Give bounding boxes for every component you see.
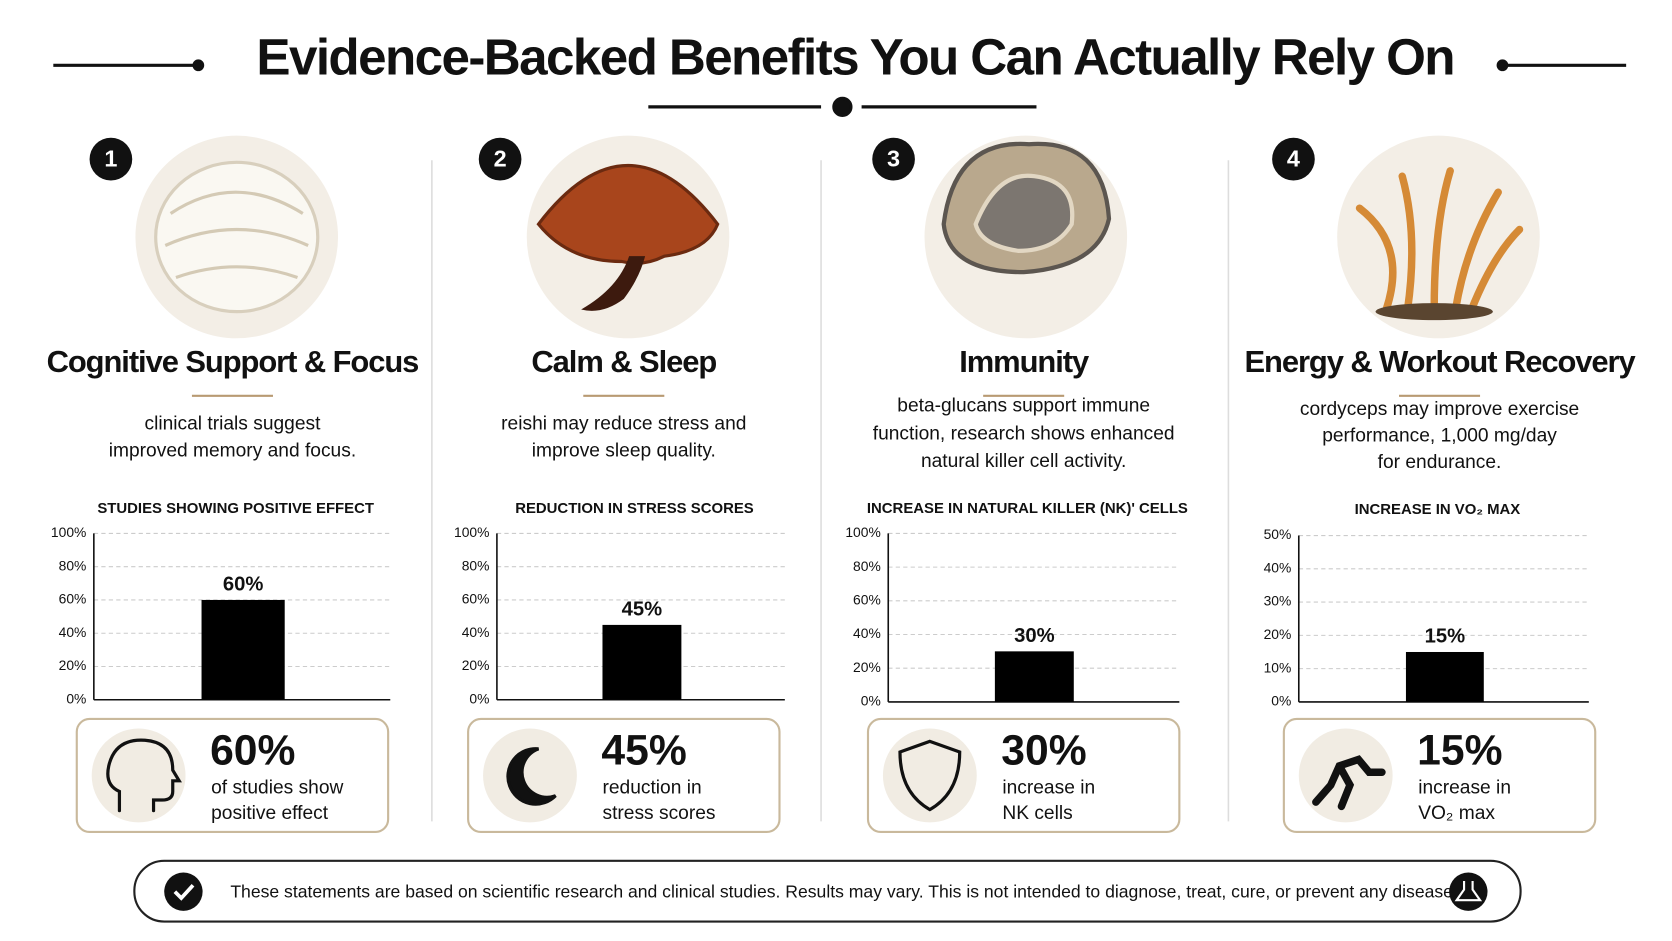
description-line: cordyceps may improve exercise — [1300, 399, 1579, 420]
y-tick-label: 80% — [462, 557, 490, 573]
bar — [201, 599, 285, 700]
step-number: 1 — [104, 145, 117, 171]
step-badge — [478, 137, 522, 181]
illustrations — [135, 135, 1540, 339]
step-number: 3 — [887, 145, 900, 171]
disclaimer-box — [133, 859, 1522, 923]
y-tick-label: 0% — [469, 690, 489, 706]
step-number: 4 — [1287, 145, 1300, 171]
stat-value: 60% — [210, 726, 295, 774]
stat-text: increase in — [1418, 777, 1511, 798]
stat-icon-glyph — [106, 738, 182, 813]
description-line: natural killer cell activity. — [921, 451, 1126, 472]
stat-text: reduction in — [602, 777, 701, 798]
step-badge — [1272, 137, 1315, 181]
stat-value: 30% — [1001, 726, 1086, 774]
y-tick-label: 20% — [462, 657, 490, 673]
chart-title: INCREASE IN NATURAL KILLER (NK)' CELLS — [867, 500, 1188, 517]
y-tick-label: 0% — [861, 693, 881, 709]
description-line: reishi may reduce stress and — [501, 414, 746, 435]
stat-text: VO₂ max — [1418, 803, 1495, 824]
stat-text: of studies show — [211, 777, 343, 798]
y-tick-label: 80% — [59, 557, 87, 573]
chart-title: INCREASE IN VO₂ MAX — [1355, 501, 1521, 518]
step-badge — [872, 137, 915, 181]
chart-title: REDUCTION IN STRESS SCORES — [515, 500, 754, 517]
description-line: performance, 1,000 mg/day — [1322, 425, 1557, 446]
y-tick-label: 100% — [845, 524, 880, 540]
description-line: clinical trials suggest — [144, 414, 321, 435]
description-line: improve sleep quality. — [532, 440, 716, 461]
y-tick-label: 20% — [1264, 626, 1292, 642]
title-decor — [53, 59, 1627, 118]
page-title: Evidence-Backed Benefits You Can Actuall… — [256, 29, 1454, 86]
stat-icon-glyph — [506, 747, 557, 806]
y-tick-label: 40% — [1264, 559, 1292, 575]
y-tick-label: 100% — [454, 524, 489, 540]
y-tick-label: 60% — [59, 591, 87, 607]
y-tick-label: 0% — [66, 690, 86, 706]
chart-title: STUDIES SHOWING POSITIVE EFFECT — [97, 500, 374, 517]
dividers — [431, 160, 1230, 822]
description-line: function, research shows enhanced — [873, 423, 1175, 444]
y-tick-label: 10% — [1264, 659, 1292, 675]
y-tick-label: 40% — [462, 624, 490, 640]
disclaimer: These statements are based on scientific… — [230, 881, 1458, 901]
bar — [1405, 651, 1484, 702]
y-tick-label: 40% — [853, 625, 881, 641]
stat-value: 15% — [1417, 726, 1502, 774]
description-line: beta-glucans support immune — [897, 396, 1150, 417]
stat-icon — [91, 728, 186, 823]
value-label: 60% — [223, 573, 264, 595]
bar — [994, 651, 1074, 702]
stat-value: 45% — [601, 726, 686, 774]
y-tick-label: 80% — [853, 558, 881, 574]
value-label: 15% — [1425, 625, 1466, 647]
y-tick-label: 100% — [51, 524, 86, 540]
y-tick-label: 50% — [1264, 526, 1292, 542]
step-number: 2 — [494, 145, 507, 171]
bar — [602, 624, 682, 700]
y-tick-label: 60% — [853, 591, 881, 607]
stat-icon — [882, 728, 977, 823]
stat-icon-glyph — [898, 739, 962, 812]
stat-text: positive effect — [211, 803, 329, 824]
y-tick-label: 40% — [59, 624, 87, 640]
panel-heading: Energy & Workout Recovery — [1244, 344, 1636, 379]
description-line: for endurance. — [1378, 452, 1502, 473]
value-label: 45% — [622, 598, 663, 620]
stat-text: NK cells — [1002, 803, 1072, 824]
panel-heading: Cognitive Support & Focus — [47, 344, 419, 379]
description-line: improved memory and focus. — [109, 440, 356, 461]
panel-heading: Immunity — [959, 344, 1090, 379]
stat-text: stress scores — [602, 803, 715, 824]
panel-heading: Calm & Sleep — [531, 344, 716, 379]
stat-text: increase in — [1002, 777, 1095, 798]
y-tick-label: 0% — [1271, 693, 1291, 709]
stat-icon-glyph — [1312, 755, 1386, 811]
value-label: 30% — [1014, 625, 1055, 647]
stat-icon — [483, 728, 577, 823]
y-tick-label: 60% — [462, 591, 490, 607]
y-tick-label: 20% — [59, 657, 87, 673]
y-tick-label: 30% — [1264, 593, 1292, 609]
step-badge — [89, 137, 133, 181]
y-tick-label: 20% — [853, 659, 881, 675]
